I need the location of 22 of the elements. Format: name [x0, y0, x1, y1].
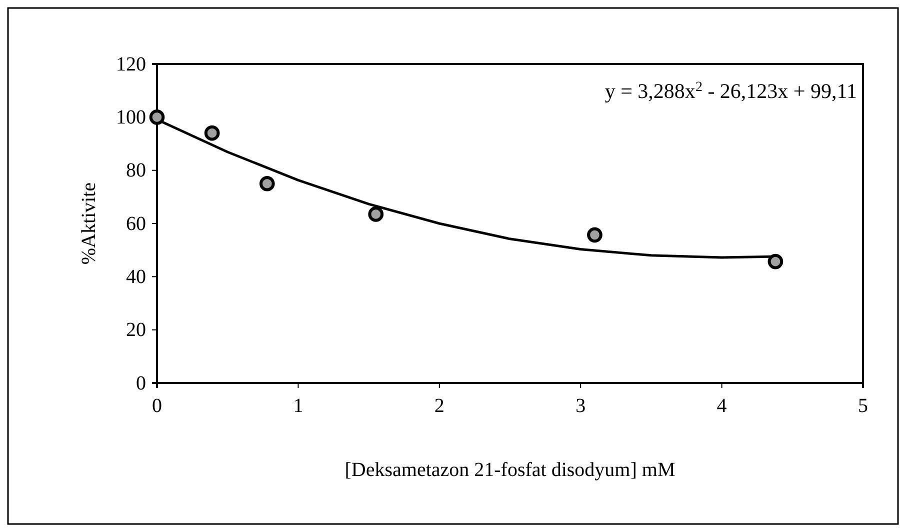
y-tick-label: 120: [116, 53, 146, 76]
y-tick-label: 60: [126, 212, 146, 235]
x-tick-label: 3: [576, 395, 586, 418]
y-tick-label: 20: [126, 319, 146, 342]
x-tick-label: 5: [858, 395, 868, 418]
point: [768, 254, 784, 270]
y-axis-title: %Aktivite: [78, 182, 100, 265]
point: [149, 110, 165, 125]
annotation: y = 3,288x$^{2}$ - 26,123x + 99,11: [604, 79, 857, 103]
x-tick-label: 2: [434, 395, 444, 418]
x-axis-title: [Deksametazon 21-fosfat disodyum] mM: [344, 459, 676, 481]
y-tick-label: 80: [126, 160, 146, 182]
x-tick-label: 0: [152, 395, 162, 418]
y-tick-label: 40: [126, 266, 146, 288]
x-tick-label: 4: [716, 395, 727, 418]
y-tick-label: 0: [136, 372, 146, 394]
point: [204, 125, 220, 141]
y-tick-label: 100: [116, 106, 146, 129]
point: [259, 176, 275, 192]
x-tick-label: 1: [293, 395, 304, 418]
point: [587, 227, 602, 243]
point: [368, 206, 384, 222]
